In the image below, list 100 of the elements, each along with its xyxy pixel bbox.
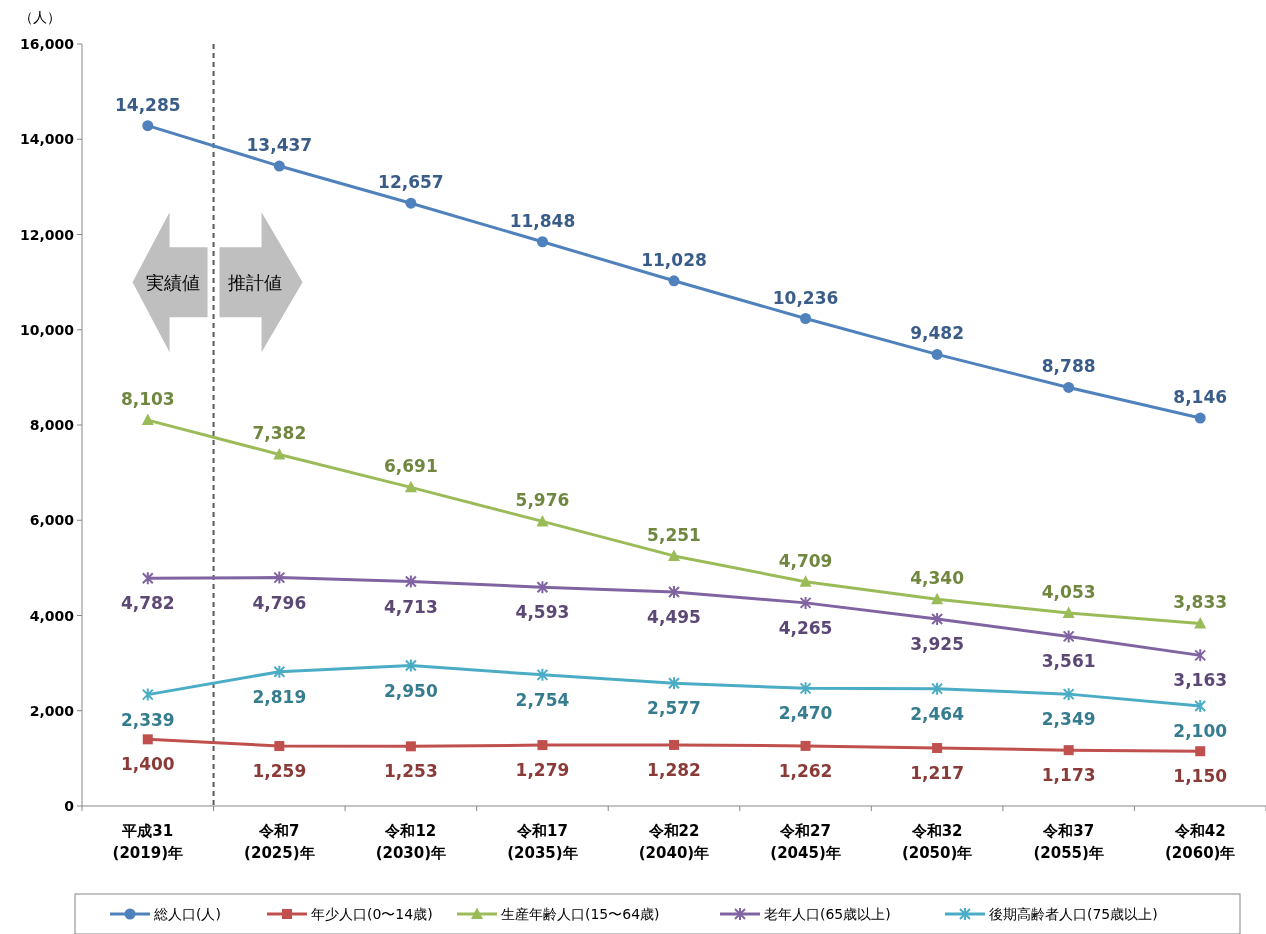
y-tick-label: 16,000: [19, 36, 75, 52]
point: [931, 612, 944, 627]
point: [274, 741, 285, 752]
point: [931, 681, 944, 696]
data-label: 2,470: [778, 703, 833, 724]
data-label: 1,150: [1173, 766, 1228, 787]
data-label: 4,713: [384, 596, 438, 617]
data-label: 3,925: [910, 634, 964, 655]
data-label: 1,279: [515, 760, 570, 781]
point: [931, 348, 943, 360]
point: [273, 447, 286, 460]
legend-label: 総人口(人): [153, 906, 221, 922]
data-label: 2,100: [1173, 720, 1228, 741]
data-label: 1,173: [1041, 765, 1096, 786]
legend-label: 老年人口(65歳以上): [764, 906, 891, 922]
point: [141, 687, 154, 702]
point: [1194, 698, 1207, 713]
data-label: 13,437: [246, 135, 313, 156]
point: [273, 160, 285, 172]
point: [142, 120, 154, 132]
data-label: 4,340: [910, 568, 965, 589]
point: [536, 667, 549, 682]
data-label: 5,251: [647, 524, 701, 545]
point: [1063, 381, 1075, 393]
legend-label: 年少人口(0〜14歳): [311, 906, 433, 922]
data-label: 9,482: [910, 323, 964, 344]
data-label: 2,754: [515, 689, 570, 710]
data-label: 4,709: [778, 550, 833, 571]
data-label: 2,577: [647, 698, 701, 719]
point: [800, 740, 811, 751]
data-label: 11,028: [641, 249, 707, 270]
legend-label: 後期高齢者人口(75歳以上): [989, 906, 1158, 922]
y-axis-title: （人）: [19, 9, 61, 25]
point: [405, 741, 416, 752]
point: [668, 584, 680, 599]
y-tick-label: 8,000: [29, 417, 75, 433]
point: [800, 313, 812, 325]
y-tick-label: 4,000: [29, 607, 75, 624]
point: [668, 676, 680, 691]
x-tick-label: 令和22 (2040)年: [638, 822, 710, 862]
x-tick-label: 平成31 (2019)年: [112, 822, 184, 862]
point: [668, 275, 680, 287]
point: [142, 734, 153, 745]
y-tick-label: 12,000: [19, 226, 75, 243]
data-label: 2,819: [252, 686, 307, 707]
point: [537, 740, 548, 751]
point: [799, 681, 812, 696]
data-label: 14,285: [114, 94, 181, 115]
data-label: 4,053: [1041, 581, 1096, 602]
x-tick-label: 令和32 (2050)年: [901, 822, 973, 862]
data-label: 1,282: [647, 759, 701, 780]
data-label: 4,495: [647, 606, 701, 627]
point: [799, 595, 812, 610]
data-label: 8,103: [120, 389, 175, 410]
data-label: 4,265: [778, 617, 833, 638]
x-tick-label: 令和17 (2035)年: [507, 822, 578, 862]
point: [799, 575, 812, 587]
point: [932, 743, 943, 754]
point: [404, 574, 417, 589]
point: [931, 592, 944, 605]
point: [1195, 746, 1206, 757]
data-label: 3,163: [1173, 670, 1228, 691]
point: [1062, 629, 1075, 644]
data-label: 1,259: [252, 761, 307, 782]
data-label: 3,833: [1173, 592, 1228, 613]
data-label: 11,848: [509, 210, 576, 231]
x-tick-label: 令和42 (2060)年: [1164, 822, 1236, 862]
point: [273, 570, 286, 585]
y-tick-label: 14,000: [19, 131, 75, 148]
point: [536, 236, 548, 248]
data-label: 8,788: [1041, 356, 1096, 377]
point: [1063, 745, 1074, 756]
data-label: 1,253: [384, 761, 438, 782]
data-label: 7,382: [252, 423, 307, 444]
annotation: 推計値: [227, 272, 282, 294]
point: [1194, 648, 1207, 663]
data-label: 1,262: [778, 760, 833, 781]
data-label: 6,691: [384, 456, 438, 477]
data-label: 4,782: [120, 593, 175, 614]
point: [273, 664, 286, 679]
point: [404, 480, 417, 493]
x-tick-label: 令和27 (2045)年: [770, 822, 841, 862]
data-label: 8,146: [1173, 387, 1228, 408]
legend-label: 生産年齢人口(15〜64歳): [501, 906, 660, 922]
data-label: 5,976: [515, 490, 570, 511]
annotation: 実績値: [145, 272, 200, 294]
point: [1194, 616, 1207, 629]
data-label: 2,349: [1041, 709, 1096, 730]
point: [405, 197, 417, 209]
point: [536, 580, 549, 595]
y-tick-label: 0: [64, 798, 75, 814]
data-label: 12,657: [378, 172, 444, 193]
point: [1062, 687, 1075, 702]
point: [1062, 606, 1075, 618]
point: [1194, 412, 1206, 424]
point: [669, 739, 679, 750]
point: [668, 549, 680, 561]
y-tick-label: 6,000: [29, 512, 75, 529]
data-label: 4,593: [515, 602, 570, 623]
point: [404, 658, 417, 673]
